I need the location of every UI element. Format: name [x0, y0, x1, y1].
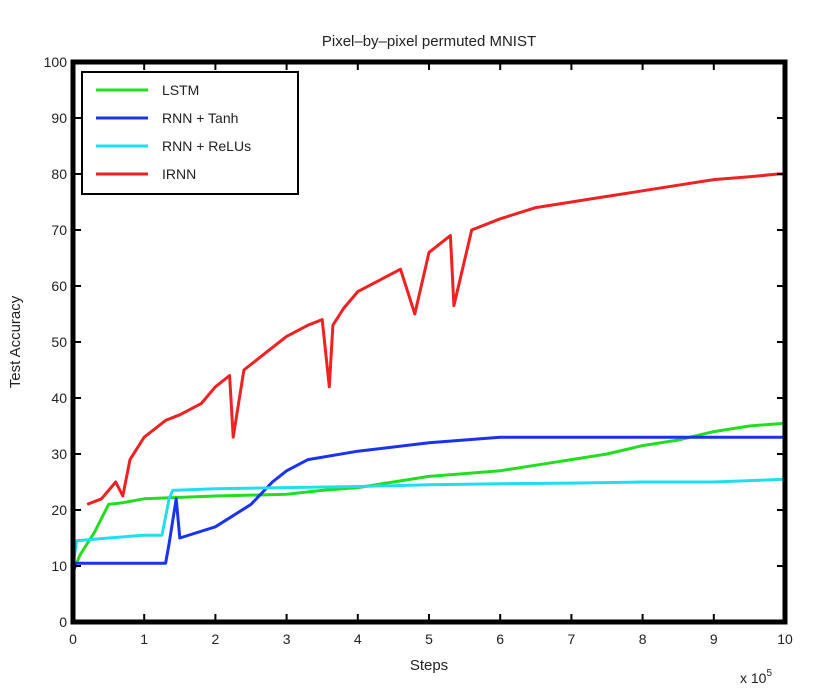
- x-tick-label: 7: [568, 631, 576, 647]
- series-line-3: [86, 172, 785, 506]
- legend-label: IRNN: [162, 166, 196, 182]
- y-tick-label: 20: [51, 502, 67, 518]
- x-tick-label: 10: [777, 631, 793, 647]
- y-tick-label: 60: [51, 278, 67, 294]
- legend-label: RNN + ReLUs: [162, 138, 251, 154]
- y-tick-label: 70: [51, 222, 67, 238]
- y-tick-label: 80: [51, 166, 67, 182]
- y-tick-label: 100: [44, 54, 68, 70]
- y-axis: 0 10 20 30 40 50 60 70 80 90 100: [44, 54, 785, 630]
- legend-label: RNN + Tanh: [162, 110, 238, 126]
- x-axis-label: Steps: [410, 657, 448, 674]
- legend: LSTM RNN + Tanh RNN + ReLUs IRNN: [81, 71, 299, 195]
- x-tick-label: 8: [639, 631, 647, 647]
- series-line-2: [71, 477, 786, 567]
- y-tick-label: 30: [51, 446, 67, 462]
- x-axis: 0 1 2 3 4 5 6 7 8 9 10: [69, 62, 793, 647]
- y-tick-label: 90: [51, 110, 67, 126]
- x-tick-label: 4: [354, 631, 362, 647]
- legend-label: LSTM: [162, 82, 199, 98]
- x-tick-label: 5: [425, 631, 433, 647]
- x-tick-label: 3: [283, 631, 291, 647]
- y-tick-label: 50: [51, 334, 67, 350]
- chart-title: Pixel–by–pixel permuted MNIST: [322, 33, 536, 50]
- x-axis-multiplier-exponent: 5: [766, 668, 772, 679]
- x-tick-label: 6: [496, 631, 504, 647]
- x-tick-label: 9: [710, 631, 718, 647]
- x-tick-label: 2: [212, 631, 220, 647]
- x-tick-label: 0: [69, 631, 77, 647]
- y-tick-label: 40: [51, 390, 67, 406]
- y-tick-label: 0: [59, 614, 67, 630]
- x-tick-label: 1: [140, 631, 148, 647]
- y-tick-label: 10: [51, 558, 67, 574]
- series-line-0: [71, 421, 786, 573]
- y-axis-label: Test Accuracy: [7, 295, 24, 388]
- series-line-1: [71, 435, 785, 573]
- x-axis-multiplier: x 105: [740, 668, 772, 686]
